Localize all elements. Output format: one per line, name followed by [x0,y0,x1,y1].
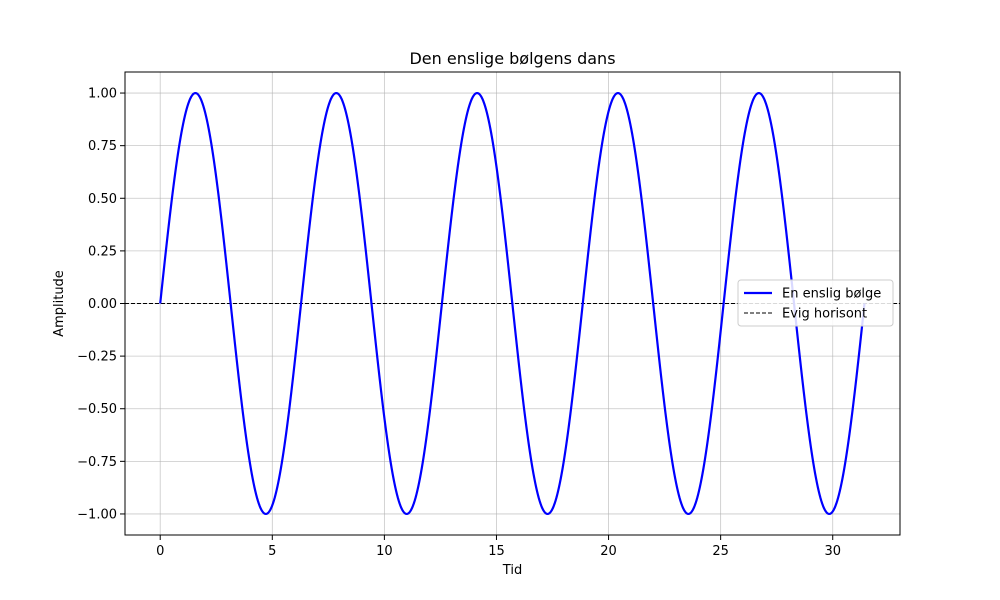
x-tick-label: 0 [156,544,164,559]
x-tick-label: 15 [488,544,505,559]
y-tick-label: 0.25 [88,244,117,259]
legend-label-evig-horisont: Evig horisont [782,307,867,322]
x-tick-label: 10 [376,544,393,559]
y-tick-label: −0.25 [77,350,117,365]
x-tick-label: 25 [712,544,729,559]
x-tick-label: 5 [268,544,276,559]
x-tick-label: 20 [600,544,617,559]
series-line-en-enslig-bolge [159,91,866,516]
y-tick-label: −0.75 [77,455,117,470]
y-tick-label: 0.75 [88,139,117,154]
y-tick-label: 0.50 [88,192,117,207]
x-tick-label: 30 [824,544,841,559]
legend: En enslig bølge Evig horisont [737,279,894,327]
chart-title: Den enslige bølgens dans [409,49,615,68]
y-tick-label: 1.00 [88,87,117,102]
ticks: 0 5 10 15 20 25 30 −1.00 −0.75 −0.50 −0.25 0.00 0.25… [77,87,841,559]
x-axis-label: Tid [502,563,522,578]
y-axis-label: Amplitude [52,270,67,337]
y-tick-label: −0.50 [77,402,117,417]
y-tick-label: −1.00 [77,507,117,522]
legend-label-en-enslig-bolge: En enslig bølge [782,287,881,302]
legend-box [737,279,894,327]
y-tick-label: 0.00 [88,297,117,312]
